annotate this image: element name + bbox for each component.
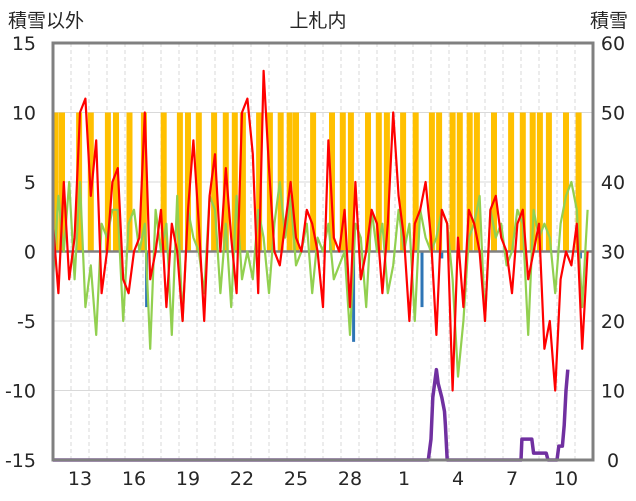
- sunshine-bar: [491, 112, 497, 252]
- x-tick-label: 22: [230, 468, 254, 490]
- y-right-tick-label: 20: [601, 311, 625, 333]
- sunshine-bar: [104, 112, 111, 252]
- sunshine-bar: [195, 112, 202, 252]
- chart-title: 上札内: [289, 10, 346, 32]
- sunshine-bar: [239, 112, 246, 252]
- y-right-axis-label: 積雪: [590, 10, 628, 32]
- y-right-tick-label: 30: [601, 242, 625, 264]
- sunshine-bar: [113, 112, 119, 252]
- x-tick-label: 25: [284, 468, 308, 490]
- y-left-axis-label: 積雪以外: [8, 10, 84, 32]
- sunshine-bar: [400, 112, 407, 252]
- plot-frame: [51, 41, 595, 462]
- precip-bar: [420, 251, 424, 308]
- sunshine-bar: [329, 112, 335, 252]
- x-tick-label: 10: [554, 468, 578, 490]
- sunshine-bar: [412, 112, 419, 252]
- y-left-tick-label: 15: [12, 33, 36, 55]
- y-right-tick-label: 40: [601, 172, 625, 194]
- sunshine-bar: [519, 112, 526, 252]
- sunshine-bar: [365, 112, 371, 252]
- sunshine-bar: [449, 112, 456, 252]
- sunshine-bar: [52, 112, 59, 252]
- x-tick-label: 4: [452, 468, 464, 490]
- sunshine-bar: [126, 112, 133, 252]
- x-tick-label: 28: [338, 468, 362, 490]
- x-tick-label: 19: [176, 468, 200, 490]
- sunshine-bar: [383, 112, 390, 252]
- y-right-tick-label: 50: [601, 103, 625, 125]
- x-tick-label: 13: [68, 468, 92, 490]
- x-tick-label: 16: [122, 468, 146, 490]
- series-line-temp-min: [51, 180, 589, 378]
- sunshine-bar: [375, 112, 382, 252]
- sunshine-bar: [456, 112, 463, 252]
- y-left-tick-label: -5: [17, 311, 36, 333]
- sunshine-bar: [428, 112, 435, 252]
- y-left-tick-label: -15: [5, 450, 36, 472]
- x-tick-label: 7: [506, 468, 518, 490]
- x-ticks: 13 16 19 22 25 28 1 4 7 10: [68, 468, 578, 490]
- sunshine-bar: [563, 112, 569, 252]
- sunshine-bar: [140, 112, 147, 252]
- sunshine-bar: [466, 112, 473, 252]
- sunshine-bar: [59, 112, 65, 252]
- y-left-tick-label: 10: [12, 103, 36, 125]
- sunshine-bar: [536, 112, 543, 252]
- sunshine-bar: [508, 112, 515, 252]
- sunshine-bar: [545, 112, 552, 252]
- y-right-tick-label: 10: [601, 381, 625, 403]
- y-left-tick-label: -10: [5, 381, 36, 403]
- y-left-ticks: 15 10 5 0 -5 -10 -15: [5, 33, 36, 472]
- sunshine-bar: [160, 112, 167, 252]
- series-line-snow: [53, 367, 570, 462]
- sunshine-bar: [176, 112, 183, 252]
- sunshine-bar: [211, 112, 218, 252]
- sunshine-bar: [293, 112, 299, 252]
- y-right-tick-label: 0: [607, 450, 619, 472]
- precip-bar: [352, 251, 356, 342]
- precip-bar: [440, 251, 444, 259]
- sunshine-bar: [436, 112, 443, 252]
- y-left-tick-label: 5: [24, 172, 36, 194]
- y-right-tick-label: 60: [601, 33, 625, 55]
- sunshine-bar: [231, 112, 238, 252]
- sunshine-bar: [575, 112, 582, 252]
- plot-area: [51, 69, 593, 462]
- y-right-ticks: 60 50 40 30 20 10 0: [601, 33, 625, 472]
- sunshine-bar: [256, 112, 263, 252]
- sunshine-bar: [347, 112, 354, 252]
- x-tick-label: 1: [398, 468, 410, 490]
- sunshine-bar: [339, 112, 346, 252]
- sunshine-bar: [529, 112, 536, 252]
- y-left-tick-label: 0: [24, 242, 36, 264]
- series-line-temp-max: [51, 69, 589, 392]
- sunshine-bar: [185, 112, 191, 252]
- sunshine-bar: [310, 112, 317, 252]
- sunshine-bar: [473, 112, 480, 252]
